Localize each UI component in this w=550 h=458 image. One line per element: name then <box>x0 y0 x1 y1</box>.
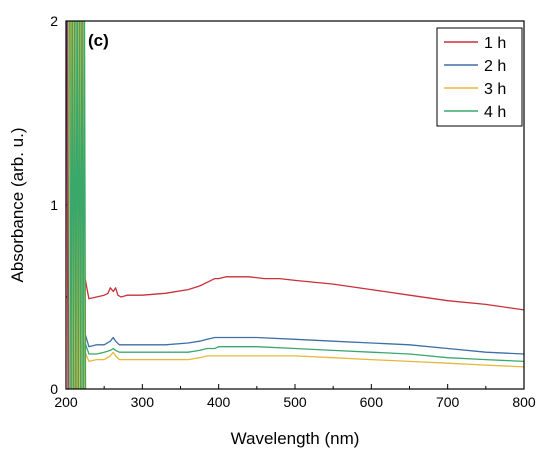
x-tick-label: 400 <box>207 394 231 410</box>
x-tick-label: 600 <box>360 394 384 410</box>
x-tick-label: 300 <box>131 394 155 410</box>
y-tick-label: 1 <box>50 197 58 213</box>
series-line-3h <box>84 351 524 368</box>
series-layer <box>84 276 524 368</box>
panel-label: (c) <box>88 31 109 50</box>
series-line-2h <box>84 333 524 355</box>
legend-label: 2 h <box>484 58 506 75</box>
series-line-4h <box>84 342 524 363</box>
x-tick-label: 700 <box>436 394 460 410</box>
legend-label: 3 h <box>484 81 506 98</box>
y-tick-label: 0 <box>50 381 58 397</box>
plot-frame <box>65 20 525 390</box>
y-axis-title: Absorbance (arb. u.) <box>8 128 27 283</box>
x-axis-title: Wavelength (nm) <box>231 429 360 448</box>
y-tick-label: 2 <box>50 13 58 29</box>
legend: 1 h 2 h 3 h 4 h <box>436 27 523 127</box>
legend-box <box>436 27 523 127</box>
uv-noise-layer <box>66 21 87 389</box>
tick-labels: 200 300 400 500 600 700 800 0 1 2 <box>50 13 536 410</box>
uv-noise-4h <box>69 21 87 389</box>
x-tick-label: 200 <box>54 394 78 410</box>
legend-label: 1 h <box>484 35 506 52</box>
series-line-1h <box>84 276 524 311</box>
legend-label: 4 h <box>484 104 506 121</box>
x-tick-label: 500 <box>283 394 307 410</box>
x-tick-label: 800 <box>512 394 536 410</box>
